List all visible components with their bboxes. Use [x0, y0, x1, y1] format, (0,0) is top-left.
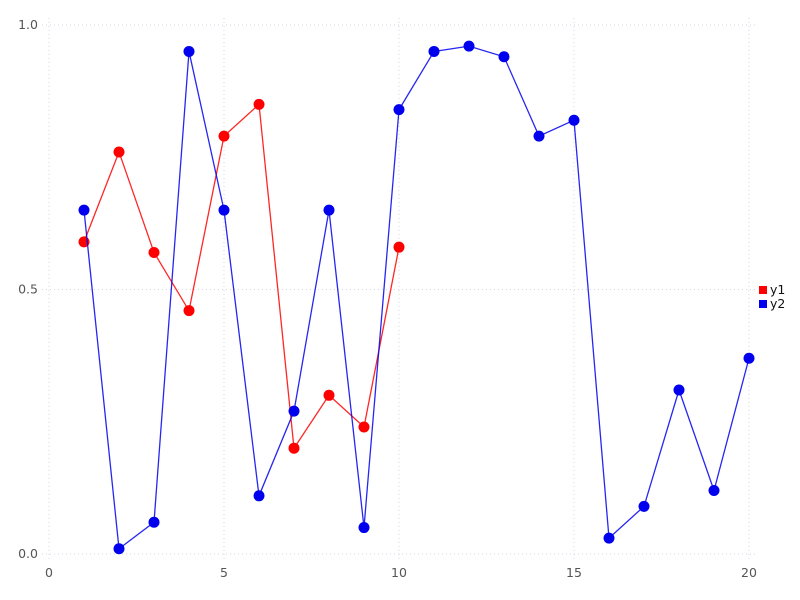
y-tick-label: 0.5 — [18, 282, 38, 297]
series-y2-marker — [148, 516, 160, 528]
legend-swatch-y2 — [759, 300, 767, 308]
x-tick-label: 20 — [741, 565, 757, 580]
series-y2-marker — [498, 51, 510, 63]
series-y1-marker — [323, 389, 335, 401]
series-y1-marker — [288, 442, 300, 454]
series-y2-marker — [113, 543, 125, 555]
series-y2-marker — [428, 45, 440, 57]
series-y1-marker — [358, 421, 370, 433]
legend-swatch-y1 — [759, 286, 767, 294]
series-y1-marker — [393, 241, 405, 253]
series-y2-marker — [568, 114, 580, 126]
series-y2-marker — [183, 45, 195, 57]
series-y2-marker — [708, 485, 720, 497]
y-tick-label: 0.0 — [18, 546, 38, 561]
legend-label-y2: y2 — [770, 296, 785, 311]
series-y1-marker — [183, 305, 195, 317]
series-y2-line — [83, 45, 750, 550]
series-y1-line — [83, 103, 400, 451]
series-y2-marker — [673, 384, 685, 396]
series-y2-marker — [253, 490, 265, 502]
series-y2-marker — [358, 522, 370, 534]
x-tick-label: 10 — [391, 565, 407, 580]
series-y2-marker — [743, 352, 755, 364]
legend-label-y1: y1 — [770, 282, 785, 297]
series-y1-marker — [253, 98, 265, 110]
series-y2-marker — [218, 204, 230, 216]
series-y1-marker — [113, 146, 125, 158]
series-y2-marker — [288, 405, 300, 417]
series-y2-marker — [638, 500, 650, 512]
series-y2-marker — [323, 204, 335, 216]
series-y2-marker — [393, 104, 405, 116]
y-tick-label: 1.0 — [18, 17, 38, 32]
x-tick-label: 15 — [566, 565, 582, 580]
series-y2-marker — [78, 204, 90, 216]
series-y1-marker — [148, 246, 160, 258]
x-tick-label: 0 — [45, 565, 53, 580]
series-y2-marker — [533, 130, 545, 142]
x-tick-label: 5 — [220, 565, 228, 580]
series-y2-marker — [463, 40, 475, 52]
series-y1-marker — [218, 130, 230, 142]
series-y2-marker — [603, 532, 615, 544]
